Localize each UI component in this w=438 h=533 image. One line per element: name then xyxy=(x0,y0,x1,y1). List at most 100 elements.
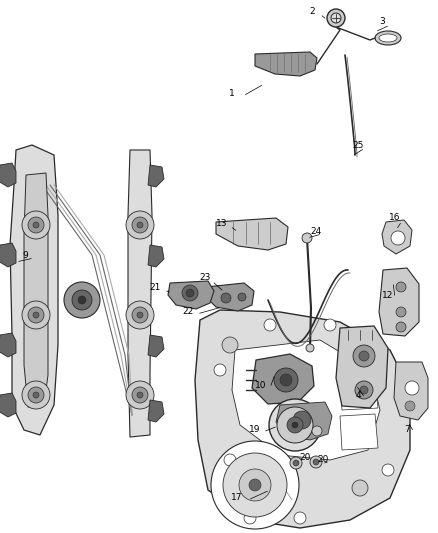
Circle shape xyxy=(360,386,368,394)
Circle shape xyxy=(28,217,44,233)
Circle shape xyxy=(313,459,319,465)
Circle shape xyxy=(72,290,92,310)
Circle shape xyxy=(132,387,148,403)
Polygon shape xyxy=(206,283,254,311)
Circle shape xyxy=(78,296,86,304)
Circle shape xyxy=(302,233,312,243)
Circle shape xyxy=(274,368,298,392)
Circle shape xyxy=(28,307,44,323)
Circle shape xyxy=(182,285,198,301)
Text: 20: 20 xyxy=(317,455,328,464)
Text: 10: 10 xyxy=(255,381,267,390)
Circle shape xyxy=(359,351,369,361)
Polygon shape xyxy=(148,165,164,187)
Polygon shape xyxy=(216,218,288,250)
Text: 12: 12 xyxy=(382,290,394,300)
Circle shape xyxy=(132,307,148,323)
Circle shape xyxy=(244,512,256,524)
Circle shape xyxy=(22,301,50,329)
Polygon shape xyxy=(148,400,164,422)
Circle shape xyxy=(137,392,143,398)
Polygon shape xyxy=(10,145,58,435)
Circle shape xyxy=(292,422,298,428)
Polygon shape xyxy=(336,326,388,408)
Circle shape xyxy=(287,417,303,433)
Circle shape xyxy=(331,13,341,23)
Text: 20: 20 xyxy=(299,454,311,463)
Polygon shape xyxy=(148,245,164,267)
Polygon shape xyxy=(252,354,314,404)
Circle shape xyxy=(277,407,313,443)
Circle shape xyxy=(396,307,406,317)
Circle shape xyxy=(372,356,384,368)
Polygon shape xyxy=(382,220,412,254)
Text: 24: 24 xyxy=(311,228,321,237)
Polygon shape xyxy=(128,150,152,437)
Circle shape xyxy=(269,399,321,451)
Circle shape xyxy=(224,454,236,466)
Circle shape xyxy=(126,381,154,409)
Circle shape xyxy=(221,293,231,303)
Text: 22: 22 xyxy=(182,306,194,316)
Circle shape xyxy=(126,211,154,239)
Circle shape xyxy=(64,282,100,318)
Circle shape xyxy=(28,387,44,403)
Circle shape xyxy=(294,512,306,524)
Circle shape xyxy=(137,222,143,228)
Circle shape xyxy=(126,301,154,329)
Text: 19: 19 xyxy=(249,425,261,434)
Circle shape xyxy=(293,460,299,466)
Text: 16: 16 xyxy=(389,214,401,222)
Polygon shape xyxy=(195,310,410,528)
Text: 7: 7 xyxy=(404,425,410,434)
Polygon shape xyxy=(276,402,332,440)
Text: 4: 4 xyxy=(355,391,361,400)
Polygon shape xyxy=(394,362,428,420)
Circle shape xyxy=(137,312,143,318)
Text: 1: 1 xyxy=(229,88,235,98)
Circle shape xyxy=(312,426,322,436)
Circle shape xyxy=(353,345,375,367)
Polygon shape xyxy=(340,414,378,450)
Polygon shape xyxy=(0,333,16,357)
Circle shape xyxy=(324,319,336,331)
Circle shape xyxy=(293,411,311,429)
Circle shape xyxy=(391,231,405,245)
Circle shape xyxy=(249,479,261,491)
Polygon shape xyxy=(379,268,419,336)
Polygon shape xyxy=(232,340,380,460)
Circle shape xyxy=(405,381,419,395)
Text: 13: 13 xyxy=(216,219,228,228)
Circle shape xyxy=(382,464,394,476)
Circle shape xyxy=(222,337,238,353)
Polygon shape xyxy=(168,281,214,309)
Circle shape xyxy=(22,381,50,409)
Polygon shape xyxy=(0,393,16,417)
Circle shape xyxy=(280,374,292,386)
Circle shape xyxy=(186,289,194,297)
Circle shape xyxy=(214,364,226,376)
Circle shape xyxy=(352,480,368,496)
Text: 25: 25 xyxy=(352,141,364,149)
Circle shape xyxy=(396,282,406,292)
Polygon shape xyxy=(0,163,16,187)
Circle shape xyxy=(223,453,287,517)
Circle shape xyxy=(211,441,299,529)
Circle shape xyxy=(327,9,345,27)
Polygon shape xyxy=(0,243,16,267)
Circle shape xyxy=(396,322,406,332)
Text: 23: 23 xyxy=(199,273,211,282)
Circle shape xyxy=(33,222,39,228)
Circle shape xyxy=(264,319,276,331)
Text: 3: 3 xyxy=(379,18,385,27)
Circle shape xyxy=(310,456,322,468)
Circle shape xyxy=(33,392,39,398)
Circle shape xyxy=(238,293,246,301)
Polygon shape xyxy=(24,173,48,407)
Circle shape xyxy=(33,312,39,318)
Circle shape xyxy=(306,344,314,352)
Ellipse shape xyxy=(379,34,397,42)
Circle shape xyxy=(355,381,373,399)
Polygon shape xyxy=(255,52,317,76)
Circle shape xyxy=(239,469,271,501)
